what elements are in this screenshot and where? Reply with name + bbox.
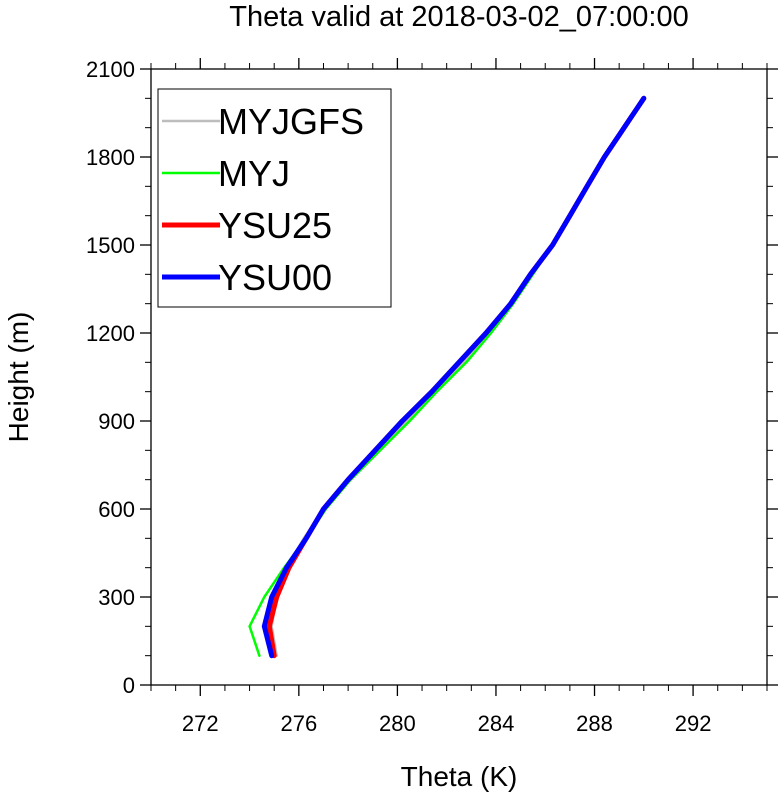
y-tick-label: 1500 <box>86 233 135 258</box>
legend-label-ysu00: YSU00 <box>218 257 332 298</box>
x-tick-label: 280 <box>379 711 416 736</box>
series-line-ysu00 <box>261 95 647 659</box>
y-axis-title: Height (m) <box>3 312 34 443</box>
legend: MYJGFS MYJ YSU25 YSU00 <box>157 88 392 308</box>
legend-label-ysu25: YSU25 <box>218 205 332 246</box>
chart-title: Theta valid at 2018-03-02_07:00:00 <box>229 1 689 33</box>
y-tick-label: 1200 <box>86 321 135 346</box>
legend-label-myjgfs: MYJGFS <box>218 101 364 142</box>
y-tick-label: 0 <box>123 673 135 698</box>
y-tick-label: 300 <box>98 585 135 610</box>
x-axis-title: Theta (K) <box>401 761 518 792</box>
plot-frame <box>150 68 768 686</box>
x-tick-label: 272 <box>182 711 219 736</box>
x-tick-label: 288 <box>576 711 613 736</box>
legend-label-myj: MYJ <box>218 153 290 194</box>
y-tick-label: 1800 <box>86 145 135 170</box>
y-tick-label: 2100 <box>86 57 135 82</box>
y-tick-label: 600 <box>98 497 135 522</box>
x-tick-label: 284 <box>478 711 515 736</box>
x-tick-label: 292 <box>675 711 712 736</box>
y-tick-label: 900 <box>98 409 135 434</box>
axes: 0 300 600 900 1200 1500 1800 2100 272 276 280 284 28… <box>86 57 778 736</box>
x-tick-label: 276 <box>280 711 317 736</box>
series-layer <box>248 95 647 659</box>
legend-box <box>157 88 392 308</box>
